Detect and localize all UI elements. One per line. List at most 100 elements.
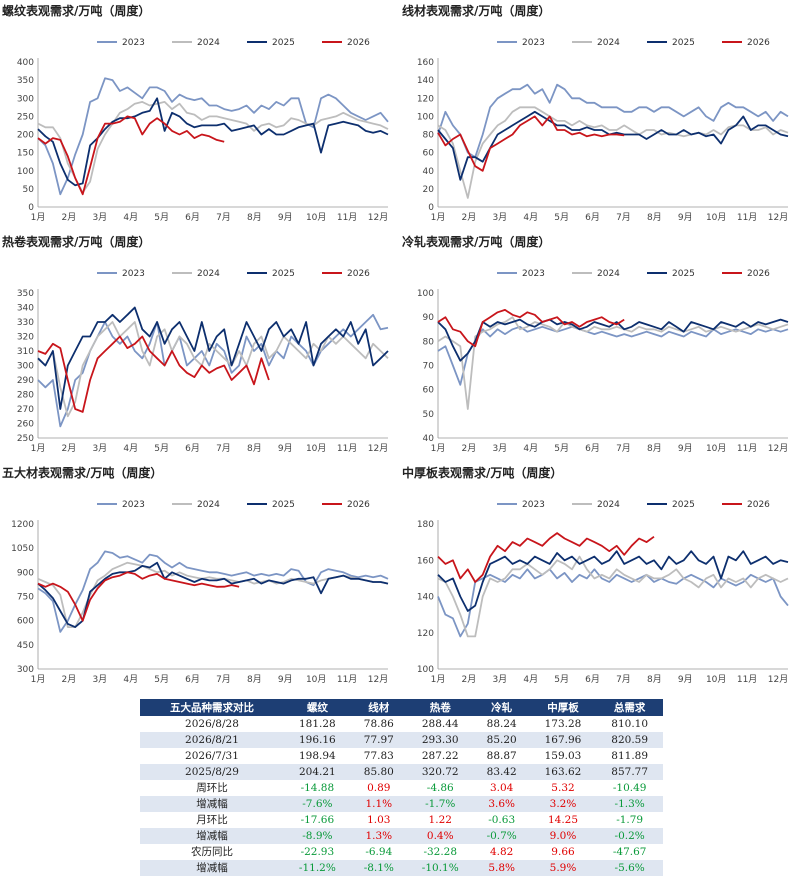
- x-tick-label: 10月: [706, 212, 726, 223]
- x-tick-label: 1月: [431, 443, 446, 454]
- series-line-2023: [437, 568, 789, 638]
- x-tick-label: 4月: [123, 443, 138, 454]
- row-label: 农历同比: [190, 846, 233, 858]
- table-cell: 88.24: [486, 718, 517, 730]
- x-tick-label: 7月: [616, 212, 631, 223]
- table-cell: 4.82: [489, 846, 514, 858]
- legend-label-2025: 2025: [672, 500, 695, 510]
- chart-panel-medium-plate: 中厚板表观需求/万吨（周度） 2023 2024 2025 2026 100 120 140…: [402, 464, 798, 692]
- table-cell: 78.86: [363, 718, 394, 730]
- table-cell: 83.42: [473, 764, 530, 780]
- x-tick-label: 3月: [492, 212, 507, 223]
- x-tick-label: 3月: [492, 674, 507, 685]
- table-cell: -11.2%: [283, 860, 351, 876]
- y-tick-label: 160: [417, 58, 434, 68]
- x-tick-label: 2月: [462, 674, 477, 685]
- series-line-2023: [437, 325, 789, 386]
- series-line-2023: [37, 550, 389, 633]
- table-row: 增减幅 -11.2% -8.1% -10.1% 5.8% 5.9% -5.6%: [140, 860, 663, 876]
- x-tick-label: 8月: [647, 443, 662, 454]
- x-tick-label: 9月: [278, 443, 293, 454]
- y-tick-label: 80: [423, 131, 435, 141]
- row-label: 2026/8/21: [140, 732, 284, 748]
- x-tick-label: 1月: [431, 212, 446, 223]
- table-cell: 77.97: [350, 732, 407, 748]
- x-tick-label: 12月: [368, 443, 388, 454]
- table-cell: 293.30: [406, 732, 474, 748]
- y-tick-label: 300: [17, 94, 34, 104]
- table-cell: 77.83: [363, 750, 394, 762]
- y-tick-label: 0: [28, 203, 34, 213]
- y-tick-label: 160: [417, 556, 434, 566]
- legend-label-2023: 2023: [122, 38, 145, 48]
- y-tick-label: 400: [17, 58, 34, 68]
- y-tick-label: 80: [423, 337, 435, 347]
- x-tick-label: 4月: [123, 212, 138, 223]
- y-tick-label: 120: [417, 629, 434, 639]
- x-tick-label: 11月: [737, 212, 757, 223]
- y-tick-label: 150: [17, 149, 34, 159]
- table-cell: 9.66: [551, 846, 575, 858]
- chart-svg: 2023 2024 2025 2026 250 260 270 280 290 300 310 320…: [17, 269, 389, 454]
- table-cell: 857.77: [596, 764, 663, 780]
- y-tick-label: 1200: [11, 520, 34, 530]
- legend-label-2024: 2024: [197, 500, 220, 510]
- x-tick-label: 3月: [492, 443, 507, 454]
- row-label: 2026/7/31: [185, 750, 239, 762]
- x-tick-label: 5月: [554, 443, 569, 454]
- y-tick-label: 270: [17, 405, 34, 415]
- x-tick-label: 12月: [768, 674, 788, 685]
- x-tick-label: 6月: [585, 212, 600, 223]
- x-tick-label: 8月: [247, 212, 262, 223]
- table-cell: -8.1%: [350, 860, 407, 876]
- table-header-cell: 螺纹: [283, 699, 351, 716]
- table-cell: -47.67: [612, 846, 647, 858]
- table-cell: 167.96: [529, 732, 597, 748]
- chart-svg: 2023 2024 2025 2026 40 50 60 70 80 90 100 1月 2月 3月 4月 5…: [417, 269, 789, 454]
- table-cell: 1.3%: [350, 828, 407, 844]
- table-cell: -0.63: [488, 814, 516, 826]
- table-cell: 811.89: [611, 750, 649, 762]
- legend-label-2026: 2026: [347, 269, 370, 279]
- x-tick-label: 8月: [647, 674, 662, 685]
- table-cell: 204.21: [283, 764, 351, 780]
- table-row: 农历同比 -22.93 -6.94 -32.28 4.82 9.66 -47.67: [140, 844, 663, 860]
- table-row: 增减幅 -7.6% 1.1% -1.7% 3.6% 3.2% -1.3%: [140, 796, 663, 812]
- chart-panel-cold-roll: 冷轧表观需求/万吨（周度） 2023 2024 2025 2026 40 50 60 70 80…: [402, 233, 798, 461]
- table-cell: 88.87: [486, 750, 517, 762]
- table-cell: 163.62: [529, 764, 597, 780]
- x-tick-label: 3月: [92, 443, 107, 454]
- x-tick-label: 10月: [306, 674, 326, 685]
- x-tick-label: 8月: [647, 212, 662, 223]
- chart-panel-rebar: 螺纹表观需求/万吨（周度） 2023 2024 2025 2026 0 50 100 150 2…: [2, 2, 398, 230]
- legend-label-2025: 2025: [272, 269, 295, 279]
- legend-label-2023: 2023: [522, 269, 545, 279]
- x-tick-label: 8月: [247, 443, 262, 454]
- legend-label-2026: 2026: [747, 38, 770, 48]
- series-line-2024: [437, 106, 789, 199]
- legend-label-2023: 2023: [122, 500, 145, 510]
- table-cell: 810.10: [611, 718, 649, 730]
- x-tick-label: 9月: [278, 674, 293, 685]
- legend-label-2023: 2023: [522, 500, 545, 510]
- y-tick-label: 350: [17, 76, 34, 86]
- x-tick-label: 6月: [185, 212, 200, 223]
- table-cell: -5.6%: [596, 860, 663, 876]
- table-row: 2026/7/31 198.94 77.83 287.22 88.87 159.03 811…: [140, 748, 663, 764]
- table-cell: 198.94: [298, 750, 336, 762]
- x-tick-label: 3月: [92, 674, 107, 685]
- table-cell: 5.32: [551, 782, 575, 794]
- table-cell: 3.2%: [529, 796, 597, 812]
- series-line-2026: [437, 309, 625, 348]
- x-tick-label: 5月: [154, 443, 169, 454]
- y-tick-label: 100: [417, 112, 434, 122]
- legend-label-2024: 2024: [197, 38, 220, 48]
- x-tick-label: 1月: [31, 674, 46, 685]
- x-tick-label: 10月: [706, 443, 726, 454]
- x-tick-label: 11月: [337, 443, 357, 454]
- y-tick-label: 320: [17, 333, 34, 343]
- table-header-cell: 中厚板: [529, 699, 597, 716]
- table-row: 2025/8/29 204.21 85.80 320.72 83.42 163.62 857…: [140, 764, 663, 780]
- x-tick-label: 5月: [154, 674, 169, 685]
- x-tick-label: 1月: [31, 443, 46, 454]
